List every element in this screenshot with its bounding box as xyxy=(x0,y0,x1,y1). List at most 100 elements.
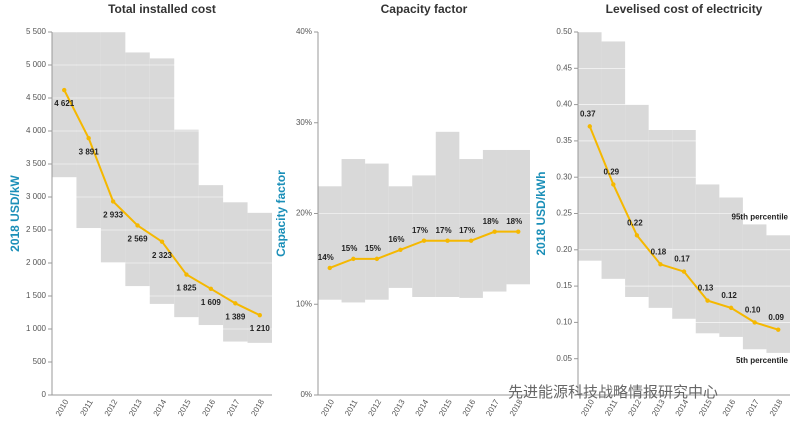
x-tick-label: 2011 xyxy=(78,398,95,418)
x-tick-label: 2012 xyxy=(366,397,383,417)
value-label: 0.12 xyxy=(721,291,737,300)
chart-title: Levelised cost of electricity xyxy=(606,2,763,16)
x-tick-label: 2015 xyxy=(437,397,454,417)
percentile-band xyxy=(100,32,126,263)
percentile-band xyxy=(318,186,342,300)
y-tick-label: 0.40 xyxy=(556,100,572,109)
point xyxy=(752,320,757,325)
point xyxy=(611,182,616,187)
y-tick-label: 0 xyxy=(42,390,47,399)
point xyxy=(398,247,403,252)
point xyxy=(468,238,474,243)
value-label: 15% xyxy=(365,244,381,253)
value-label: 16% xyxy=(388,235,404,244)
point xyxy=(445,238,450,243)
y-tick-label: 0.45 xyxy=(556,63,572,72)
percentile-band xyxy=(341,159,366,303)
percentile-band xyxy=(247,212,272,343)
y-tick-label: 1 000 xyxy=(26,324,47,333)
x-tick-label: 2012 xyxy=(103,397,120,417)
value-label: 2 933 xyxy=(103,211,124,220)
y-tick-label: 2 500 xyxy=(26,225,47,234)
y-axis-label: 2018 USD/kW xyxy=(8,174,22,251)
x-tick-label: 2016 xyxy=(200,397,217,417)
y-tick-label: 40% xyxy=(296,27,312,36)
x-tick-label: 2018 xyxy=(249,397,266,417)
x-tick-label: 2017 xyxy=(744,397,761,417)
value-label: 0.13 xyxy=(698,284,714,293)
y-tick-label: 0.30 xyxy=(556,172,572,181)
percentile-band xyxy=(482,149,507,292)
x-tick-label: 2010 xyxy=(54,397,71,417)
x-tick-label: 2013 xyxy=(127,397,144,417)
point xyxy=(208,286,214,292)
value-label: 18% xyxy=(483,217,499,226)
percentile-band xyxy=(719,197,743,337)
point xyxy=(135,223,140,228)
y-tick-label: 4 000 xyxy=(26,126,47,135)
y-tick-label: 20% xyxy=(296,209,312,218)
y-tick-label: 10% xyxy=(296,299,312,308)
x-tick-label: 2011 xyxy=(343,398,360,418)
point xyxy=(184,272,189,277)
x-tick-label: 2014 xyxy=(152,397,169,417)
percentile-band xyxy=(435,131,460,297)
point xyxy=(658,262,663,267)
point xyxy=(421,238,427,243)
annotation: 95th percentile xyxy=(732,212,789,221)
y-tick-label: 0.05 xyxy=(556,354,572,363)
y-tick-label: 2 000 xyxy=(26,258,47,267)
x-tick-label: 2016 xyxy=(721,397,738,417)
y-tick-label: 4 500 xyxy=(26,93,47,102)
percentile-band xyxy=(365,163,389,300)
point xyxy=(587,124,592,129)
value-label: 0.09 xyxy=(768,313,784,322)
chart-title: Total installed cost xyxy=(108,2,216,16)
y-tick-label: 0% xyxy=(300,390,312,399)
point xyxy=(705,298,710,303)
value-label: 14% xyxy=(318,253,334,262)
point xyxy=(351,256,356,262)
x-tick-label: 2014 xyxy=(414,397,431,417)
percentile-band xyxy=(506,149,530,285)
percentile-band xyxy=(766,235,790,353)
y-axis-label: 2018 USD/kWh xyxy=(534,171,548,255)
x-tick-label: 2017 xyxy=(225,397,242,417)
x-tick-label: 2018 xyxy=(768,397,785,417)
y-axis-label: Capacity factor xyxy=(274,170,288,257)
x-tick-label: 2017 xyxy=(484,397,501,417)
percentile-band xyxy=(601,41,626,279)
point xyxy=(110,199,116,204)
value-label: 17% xyxy=(412,226,428,235)
point xyxy=(62,87,67,93)
y-tick-label: 3 000 xyxy=(26,192,47,201)
point xyxy=(233,301,238,306)
point xyxy=(634,233,640,238)
value-label: 0.37 xyxy=(580,109,596,118)
value-label: 0.22 xyxy=(627,218,643,227)
x-tick-label: 2013 xyxy=(390,397,407,417)
value-label: 1 825 xyxy=(176,284,197,293)
percentile-band xyxy=(625,104,649,297)
point xyxy=(374,256,380,262)
y-tick-label: 0.10 xyxy=(556,318,572,327)
y-tick-label: 500 xyxy=(33,357,47,366)
value-label: 0.17 xyxy=(674,255,690,264)
annotation: 5th percentile xyxy=(736,356,789,365)
percentile-band xyxy=(174,129,199,318)
y-tick-label: 30% xyxy=(296,118,312,127)
value-label: 1 389 xyxy=(225,312,246,321)
percentile-band xyxy=(459,159,483,298)
value-label: 1 609 xyxy=(201,298,222,307)
value-label: 17% xyxy=(436,226,452,235)
point xyxy=(257,312,262,318)
point xyxy=(728,305,734,311)
chart-title: Capacity factor xyxy=(381,2,468,16)
x-tick-label: 2016 xyxy=(461,397,478,417)
percentile-band xyxy=(578,32,602,261)
y-tick-label: 0.15 xyxy=(556,281,572,290)
point xyxy=(776,327,781,332)
point xyxy=(327,265,332,271)
percentile-band xyxy=(125,52,150,287)
point xyxy=(516,229,521,234)
